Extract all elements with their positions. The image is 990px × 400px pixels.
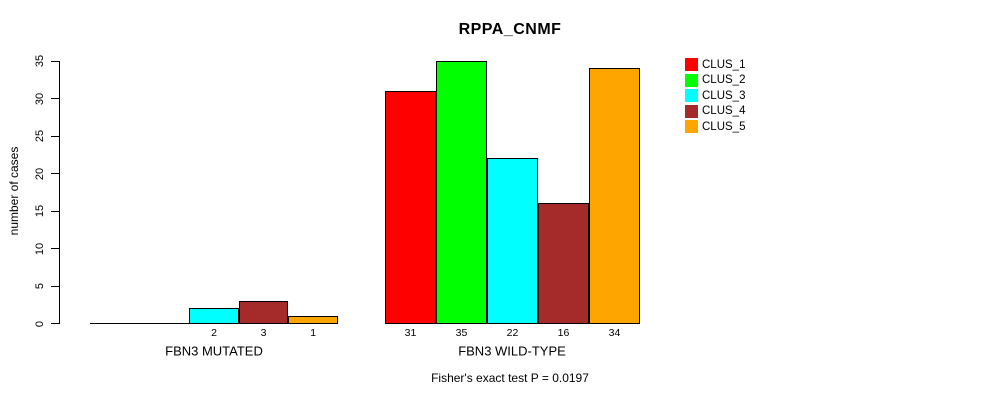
y-axis-tick-label: 25 — [34, 129, 46, 143]
legend-label-clus_3: CLUS_3 — [702, 89, 746, 102]
y-axis-tick — [51, 248, 59, 249]
y-axis-tick-label: 0 — [34, 320, 46, 327]
y-axis-tick-label: 35 — [34, 54, 46, 68]
bar-value-label: 34 — [608, 327, 621, 339]
y-axis-tick-label: 30 — [34, 92, 46, 105]
bar-value-label: 16 — [557, 327, 570, 339]
y-axis-tick-label: 20 — [34, 167, 46, 180]
bar-value-label: 22 — [506, 327, 519, 339]
chart-title: RPPA_CNMF — [458, 21, 562, 38]
bar-clus_3-wild-type — [487, 158, 538, 324]
bar-clus_4-mutated — [238, 300, 289, 324]
bar-clus_4-wild-type — [538, 203, 589, 324]
bar-clus_5-mutated — [288, 315, 338, 324]
y-axis-tick — [51, 135, 59, 137]
group-label-fbn3-wild-type: FBN3 WILD-TYPE — [458, 343, 566, 359]
legend-label-clus_2: CLUS_2 — [702, 74, 746, 86]
legend-swatch-clus_2 — [685, 73, 698, 87]
bar-value-label: 1 — [310, 327, 317, 339]
y-axis-tick — [51, 60, 59, 62]
y-axis-line — [59, 60, 60, 324]
group-label-fbn3-mutated: FBN3 MUTATED — [165, 343, 263, 359]
y-axis-tick-label: 15 — [34, 204, 46, 218]
legend-swatch-clus_1 — [685, 58, 698, 71]
y-axis-tick — [51, 98, 59, 99]
legend-label-clus_4: CLUS_4 — [702, 105, 746, 117]
fisher-test-footnote: Fisher's exact test P = 0.0197 — [431, 371, 589, 385]
bar-value-label: 2 — [211, 327, 217, 339]
y-axis-tick — [51, 173, 59, 174]
y-axis-tick-label: 10 — [34, 242, 46, 255]
bar-clus_3-mutated — [189, 308, 239, 324]
y-axis-tick — [51, 323, 59, 324]
bar-value-label: 31 — [404, 327, 417, 339]
bar-value-label: 35 — [455, 327, 468, 339]
bar-clus_5-wild-type — [589, 68, 640, 324]
y-axis-tick — [51, 210, 59, 212]
y-axis-title: number of cases — [7, 146, 21, 236]
legend-swatch-clus_4 — [685, 104, 698, 118]
bar-clus_2-wild-type — [436, 60, 487, 324]
legend-swatch-clus_5 — [685, 120, 698, 133]
bar-clus_1-wild-type — [385, 90, 436, 324]
bar-value-label: 3 — [260, 327, 267, 339]
legend-label-clus_5: CLUS_5 — [702, 120, 746, 133]
legend-label-clus_1: CLUS_1 — [702, 58, 746, 71]
y-axis-tick-label: 5 — [34, 282, 46, 290]
y-axis-tick — [51, 285, 59, 287]
legend-swatch-clus_3 — [685, 89, 698, 102]
